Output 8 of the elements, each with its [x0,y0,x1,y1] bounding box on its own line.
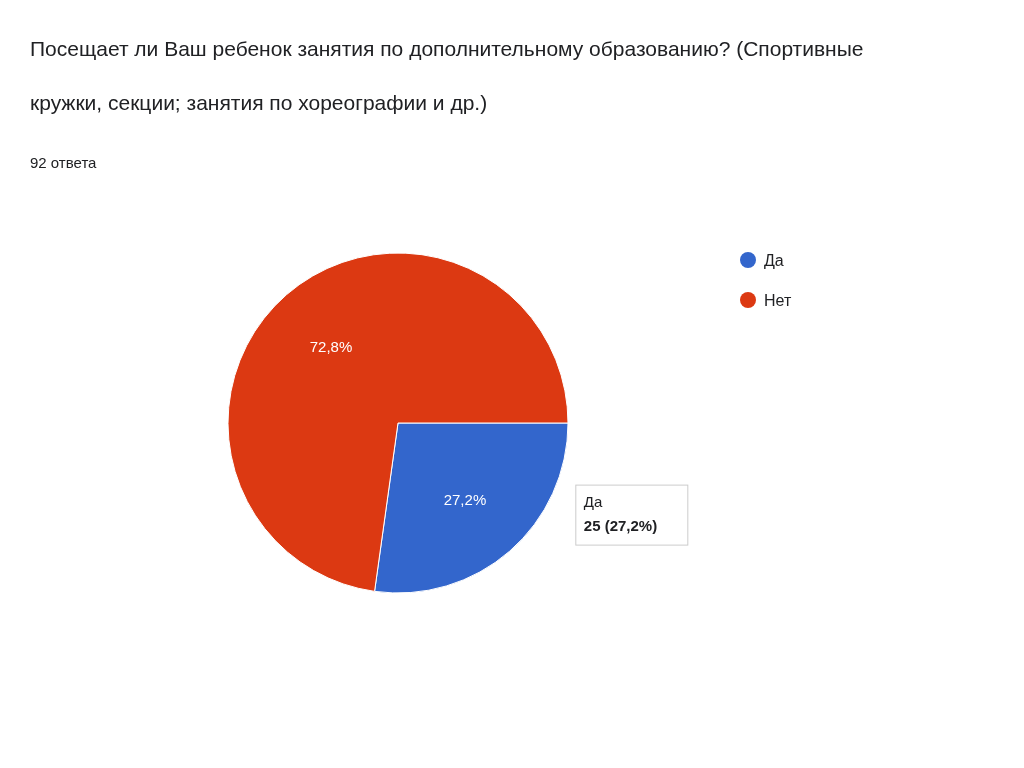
pie-slice [227,252,569,592]
legend-label: Нет [764,291,792,309]
data-label: 72,8% [309,337,353,355]
data-label: 27,2% [443,491,487,509]
chart-title: Посещает ли Ваш ребенок занятия по дополнительному образованию? (Спортивные кружки, секции; занятия по хореографии и др.) [30,37,864,114]
text: Да 25 (27,2%) [583,493,658,535]
legend-label: Да [764,251,784,269]
text: 92 ответа [30,154,98,171]
